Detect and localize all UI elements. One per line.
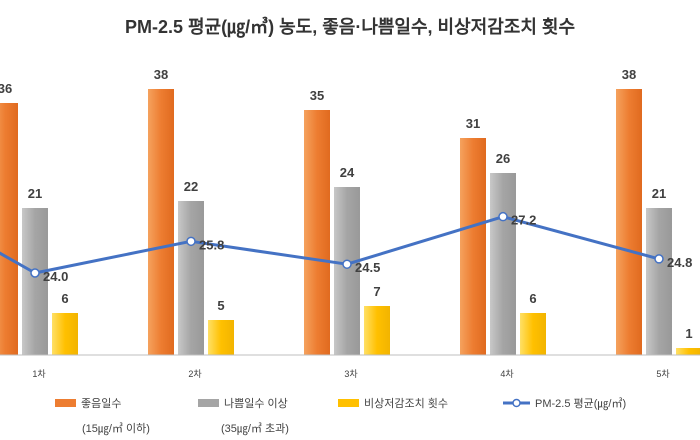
line-point-pm25-4 <box>498 211 508 222</box>
legend-swatch-bad-days <box>198 399 219 407</box>
data-label-emergency-5: 1 <box>685 326 692 341</box>
bars-layer <box>0 89 700 355</box>
data-label-pm25-5: 24.8 <box>667 255 692 270</box>
bar-good-days-2 <box>148 89 174 355</box>
data-label-bad-days-3: 24 <box>340 165 355 180</box>
bar-bad-days-5 <box>646 208 672 355</box>
legend-item-good-days: 좋음일수 (15㎍/㎥ 이하) <box>55 396 150 435</box>
data-label-bad-days-5: 21 <box>652 186 666 201</box>
legend-note-bad-days: (35㎍/㎥ 초과) <box>221 422 289 435</box>
legend: 좋음일수 (15㎍/㎥ 이하) 나쁨일수 이상 (35㎍/㎥ 초과) 비상저감조… <box>55 396 626 435</box>
x-tick-label-2: 2차 <box>188 368 202 379</box>
data-label-pm25-3: 24.5 <box>355 260 380 275</box>
line-point-pm25-1 <box>30 268 40 278</box>
x-tick-labels: 1차 2차 3차 4차 5차 <box>32 368 670 379</box>
data-label-emergency-2: 5 <box>217 298 224 313</box>
data-label-emergency-1: 6 <box>61 291 68 306</box>
legend-label-bad-days: 나쁨일수 이상 <box>224 396 288 410</box>
x-tick-label-4: 4차 <box>500 368 514 379</box>
legend-label-emergency: 비상저감조치 횟수 <box>364 397 448 410</box>
data-label-pm25-2: 25.8 <box>199 237 224 252</box>
bar-bad-days-4 <box>490 173 516 355</box>
data-label-good-days-5: 38 <box>622 67 636 82</box>
line-point-pm25-3 <box>342 259 352 269</box>
data-label-good-days-3: 35 <box>310 88 324 103</box>
labels-layer: 36 21 6 38 22 5 35 24 7 31 26 6 38 21 1 24.0 25.8 24.5 27.… <box>0 67 693 341</box>
legend-marker-pm25 <box>512 398 521 408</box>
data-label-good-days-4: 31 <box>466 116 480 131</box>
data-label-bad-days-1: 21 <box>28 186 42 201</box>
bar-emergency-5 <box>676 348 700 355</box>
data-label-emergency-4: 6 <box>529 291 536 306</box>
legend-note-good-days: (15㎍/㎥ 이하) <box>82 421 150 435</box>
data-label-pm25-4: 27.2 <box>511 213 536 228</box>
x-tick-label-5: 5차 <box>656 368 670 379</box>
data-label-bad-days-2: 22 <box>184 179 198 194</box>
data-label-good-days-2: 38 <box>154 67 168 82</box>
legend-item-bad-days: 나쁨일수 이상 (35㎍/㎥ 초과) <box>198 396 289 435</box>
data-label-bad-days-4: 26 <box>496 151 510 166</box>
legend-swatch-emergency <box>338 399 359 407</box>
bar-bad-days-2 <box>178 201 204 355</box>
data-label-pm25-1: 24.0 <box>43 269 68 284</box>
bar-emergency-4 <box>520 313 546 355</box>
legend-item-pm25-average: PM-2.5 평균(㎍/㎥) <box>503 397 626 410</box>
chart-title: PM-2.5 평균(㎍/㎥) 농도, 좋음·나쁨일수, 비상저감조치 횟수 <box>125 16 575 39</box>
bar-good-days-5 <box>616 89 642 355</box>
bar-emergency-1 <box>52 313 78 355</box>
legend-label-good-days: 좋음일수 <box>81 396 121 410</box>
legend-label-pm25: PM-2.5 평균(㎍/㎥) <box>535 397 626 410</box>
x-tick-label-1: 1차 <box>32 368 46 379</box>
bar-good-days-3 <box>304 110 330 355</box>
line-layer <box>0 211 664 278</box>
legend-item-emergency: 비상저감조치 횟수 <box>338 397 448 410</box>
bar-emergency-2 <box>208 320 234 355</box>
bar-good-days-1 <box>0 103 18 355</box>
bar-bad-days-1 <box>22 208 48 355</box>
data-label-emergency-3: 7 <box>373 284 380 299</box>
line-point-pm25-5 <box>654 254 664 264</box>
data-label-good-days-1: 36 <box>0 81 12 96</box>
legend-swatch-good-days <box>55 399 76 407</box>
bar-good-days-4 <box>460 138 486 355</box>
series-line-pm25 <box>0 215 660 275</box>
line-point-pm25-2 <box>186 236 196 247</box>
bar-emergency-3 <box>364 306 390 355</box>
bar-bad-days-3 <box>334 187 360 355</box>
x-tick-label-3: 3차 <box>344 368 358 379</box>
